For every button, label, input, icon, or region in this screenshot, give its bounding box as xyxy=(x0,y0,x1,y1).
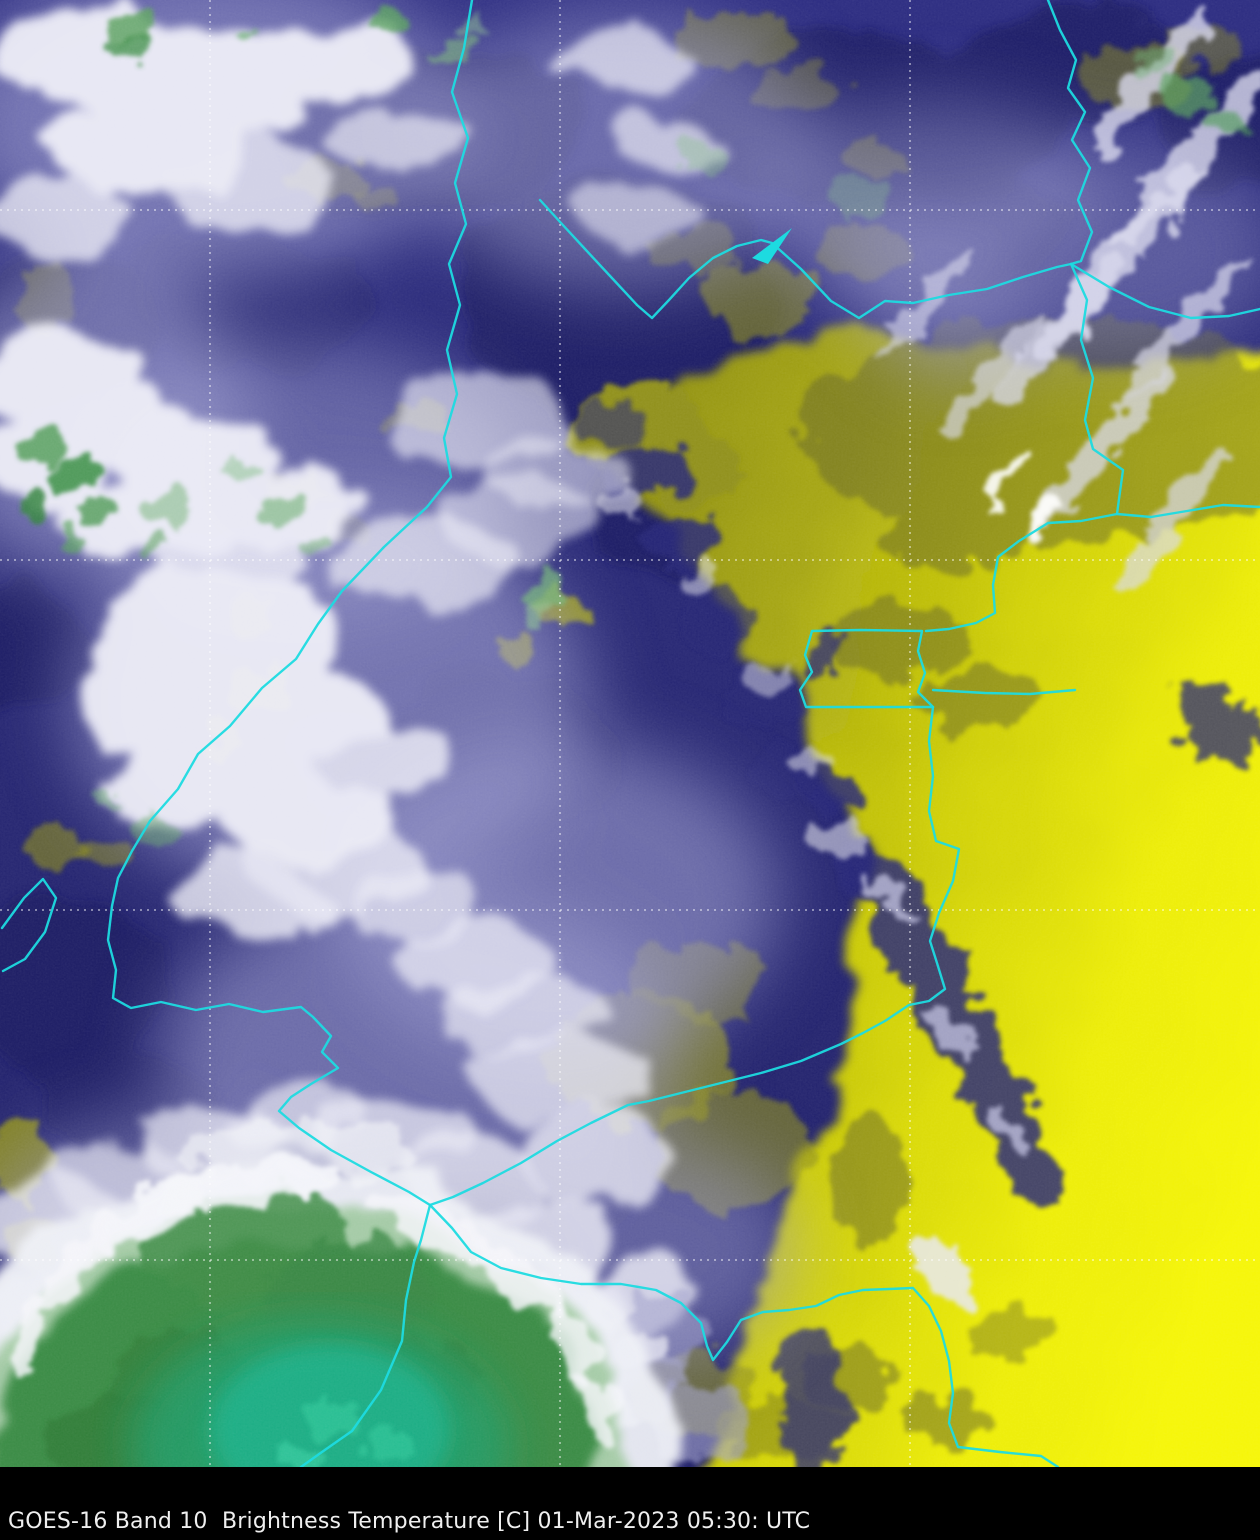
boundary-river-west-hook xyxy=(0,877,58,973)
boundary-river-storm-branch xyxy=(299,1203,432,1467)
boundary-border-south-long xyxy=(428,705,961,1207)
water-vapor-satellite-map xyxy=(0,0,1260,1467)
boundary-river-northeast xyxy=(1046,0,1094,266)
boundary-river-arrow xyxy=(538,198,1073,320)
boundary-arrow-marker xyxy=(752,228,792,264)
geo-boundaries xyxy=(0,0,1260,1467)
boundary-river-west xyxy=(106,0,474,1207)
boundary-border-ne-south xyxy=(924,262,1125,633)
boundary-border-box-east xyxy=(931,688,1077,696)
boundary-border-east-stub xyxy=(1115,503,1260,519)
film-grain-overlay xyxy=(0,0,1260,1467)
caption-bar: GOES-16 Band 10 Brightness Temperature [… xyxy=(0,1467,1260,1540)
boundary-river-south-east xyxy=(428,1203,1060,1467)
caption-text: GOES-16 Band 10 Brightness Temperature [… xyxy=(8,1509,811,1534)
boundary-border-ne-east xyxy=(1069,262,1260,320)
lat-lon-graticule xyxy=(0,0,1260,1467)
